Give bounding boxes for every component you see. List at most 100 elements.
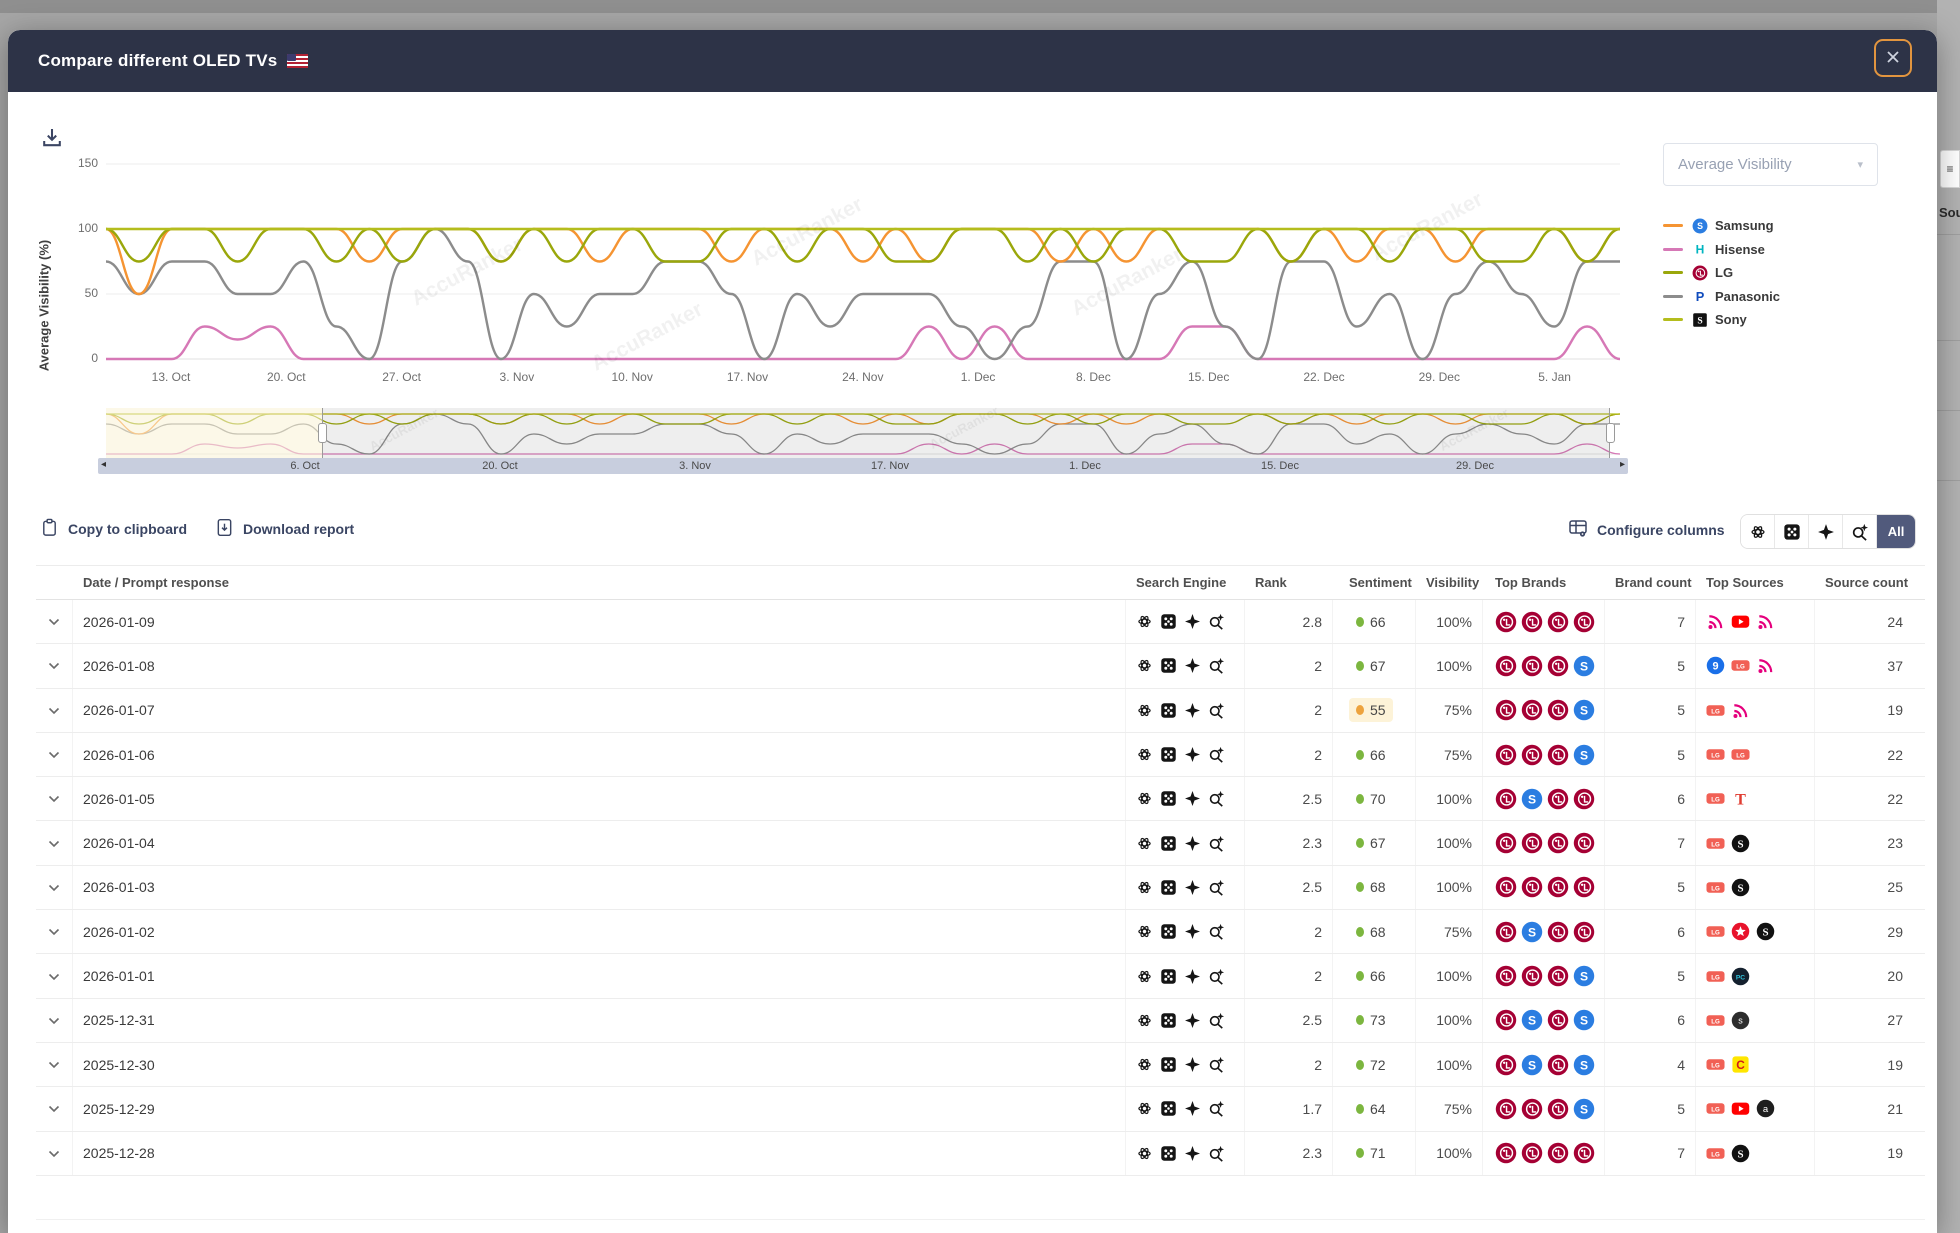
download-report-button[interactable]: Download report <box>215 518 354 540</box>
table-row: 2026-01-03 2.5 68 100% 5 25 <box>36 865 1925 911</box>
row-date: 2026-01-01 <box>73 954 1126 998</box>
legend-item-lg[interactable]: LG <box>1663 261 1780 285</box>
lg-brand-icon <box>1521 611 1543 633</box>
filter-all-button[interactable]: All <box>1877 515 1915 548</box>
expand-row-button[interactable] <box>42 785 66 812</box>
youtube-source-icon <box>1731 612 1750 631</box>
navigator-right-handle[interactable] <box>1606 423 1615 443</box>
samsung-brand-icon <box>1573 1054 1595 1076</box>
chart-download-button[interactable] <box>38 125 66 153</box>
series-line-lg <box>105 227 1621 263</box>
ai-overview-icon <box>1160 1100 1177 1117</box>
expand-row-button[interactable] <box>42 1095 66 1122</box>
scroll-right-icon[interactable]: ▸ <box>1619 459 1625 470</box>
sentiment-dot-icon <box>1356 749 1364 760</box>
ai-mode-icon <box>1208 879 1225 896</box>
navigator-selected-range[interactable] <box>322 408 1610 458</box>
lg-brand-icon <box>1573 788 1595 810</box>
chart-navigator[interactable]: AccuRanker AccuRanker AccuRanker <box>105 403 1621 458</box>
filter-gemini-star-button[interactable] <box>1809 515 1843 548</box>
openai-icon <box>1136 923 1153 940</box>
row-search-engines <box>1126 865 1245 910</box>
lg-brand-icon <box>1573 921 1595 943</box>
legend-item-samsung[interactable]: Samsung <box>1663 214 1780 238</box>
navigator-tick: 6. Oct <box>290 460 320 472</box>
row-rank: 2 <box>1245 1042 1333 1087</box>
rss-source-icon <box>1756 612 1775 631</box>
table-row: 2026-01-01 2 66 100% 5 20 <box>36 954 1925 999</box>
gemini-star-icon <box>1184 790 1201 807</box>
row-visibility: 75% <box>1416 732 1483 777</box>
expand-row-button[interactable] <box>42 830 66 857</box>
expand-row-button[interactable] <box>42 741 66 768</box>
gemini-star-icon <box>1184 702 1201 719</box>
filter-openai-button[interactable] <box>1741 515 1775 548</box>
row-search-engines <box>1126 954 1245 998</box>
scroll-left-icon[interactable]: ◂ <box>101 459 107 470</box>
row-top-brands <box>1483 600 1605 644</box>
expand-row-button[interactable] <box>42 918 66 945</box>
legend-line-swatch <box>1663 224 1683 228</box>
ai-overview-icon <box>1160 968 1177 985</box>
navigator-scrollbar[interactable]: ◂ ▸ <box>98 458 1628 474</box>
filter-ai-overview-button[interactable] <box>1775 515 1809 548</box>
row-brand-count: 5 <box>1605 1087 1696 1131</box>
row-top-brands <box>1483 1042 1605 1087</box>
youtube-source-icon <box>1731 1099 1750 1118</box>
legend-item-sony[interactable]: Sony <box>1663 308 1780 332</box>
expand-row-button[interactable] <box>42 1051 66 1078</box>
column-header-top-brands: Top Brands <box>1495 575 1567 590</box>
sentiment-dot-icon <box>1356 705 1364 716</box>
expand-row-button[interactable] <box>42 652 66 679</box>
ai-mode-icon <box>1208 1056 1225 1073</box>
background-menu-button[interactable]: ≡ <box>1940 150 1960 188</box>
table-row: 2026-01-05 2.5 70 100% 6 22 <box>36 777 1925 822</box>
column-header-date-prompt-response: Date / Prompt response <box>83 575 229 590</box>
navigator-tick: 3. Nov <box>679 460 711 472</box>
row-source-count: 22 <box>1887 746 1903 763</box>
expand-row-button[interactable] <box>42 1140 66 1167</box>
nine-source-icon <box>1706 656 1725 675</box>
expand-row-button[interactable] <box>42 608 66 635</box>
series-line-hisense <box>106 325 1621 361</box>
lg-brand-icon <box>1495 876 1517 898</box>
row-visibility: 100% <box>1416 954 1483 998</box>
lg-brand-icon <box>1547 611 1569 633</box>
close-button[interactable] <box>1874 39 1912 77</box>
row-brand-count: 7 <box>1605 1131 1696 1175</box>
copy-to-clipboard-button[interactable]: Copy to clipboard <box>40 518 187 540</box>
x-axis-tick: 10. Nov <box>611 370 653 384</box>
ai-overview-icon <box>1160 835 1177 852</box>
row-search-engines <box>1126 688 1245 732</box>
expand-row-button[interactable] <box>42 963 66 990</box>
row-visibility: 100% <box>1416 1042 1483 1087</box>
table-row: 2026-01-08 2 67 100% 5 37 <box>36 644 1925 689</box>
row-source-count: 19 <box>1887 1056 1903 1073</box>
row-top-sources <box>1696 600 1815 644</box>
table-settings-icon <box>1568 518 1588 541</box>
row-brand-count: 4 <box>1605 1042 1696 1087</box>
legend-item-hisense[interactable]: Hisense <box>1663 238 1780 262</box>
filter-ai-mode-button[interactable] <box>1843 515 1877 548</box>
openai-icon <box>1136 790 1153 807</box>
expand-row-button[interactable] <box>42 1007 66 1034</box>
lg-brand-icon <box>1521 965 1543 987</box>
navigator-left-handle[interactable] <box>318 423 327 443</box>
background-top-strip <box>0 0 1960 13</box>
lg-brand-icon <box>1495 788 1517 810</box>
configure-columns-button[interactable]: Configure columns <box>1568 518 1725 541</box>
lg-brand-icon <box>1495 832 1517 854</box>
expand-row-button[interactable] <box>42 874 66 901</box>
expand-row-button[interactable] <box>42 697 66 724</box>
metric-select[interactable]: Average Visibility ▾ <box>1663 143 1878 186</box>
lg-brand-icon <box>1547 876 1569 898</box>
lg-badge-source-icon <box>1706 878 1725 897</box>
row-brand-count: 5 <box>1605 865 1696 910</box>
sentiment-dot-icon <box>1356 1059 1364 1070</box>
table-row: 2026-01-09 2.8 66 100% 7 24 <box>36 600 1925 645</box>
ai-mode-icon <box>1208 613 1225 630</box>
legend-line-swatch <box>1663 294 1683 298</box>
legend-item-panasonic[interactable]: Panasonic <box>1663 285 1780 309</box>
row-top-brands <box>1483 865 1605 910</box>
row-source-count: 27 <box>1887 1012 1903 1029</box>
